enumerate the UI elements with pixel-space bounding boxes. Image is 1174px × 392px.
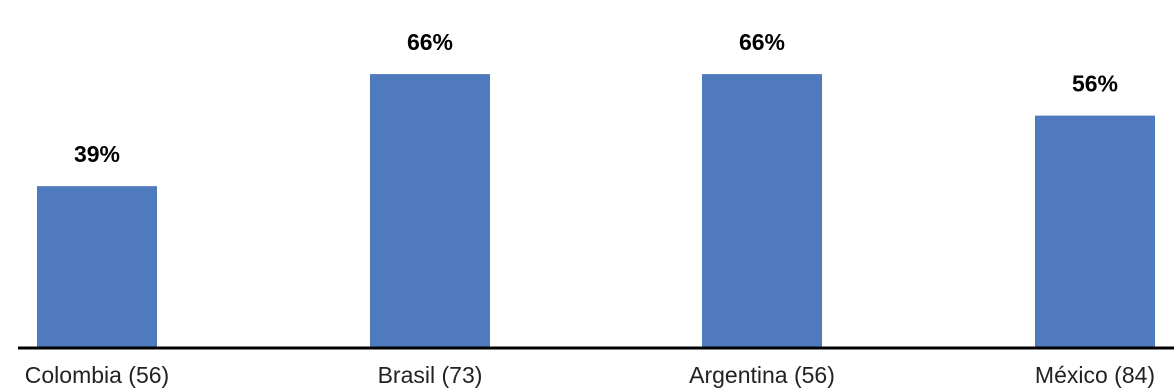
bars-group <box>37 74 1155 348</box>
value-label-4: 56% <box>1072 71 1118 97</box>
category-labels-group: Colombia (56) Brasil (73) Argentina (56) Mé… <box>25 362 1155 388</box>
bar-3 <box>702 74 822 348</box>
bar-1 <box>37 186 157 348</box>
value-label-1: 39% <box>74 141 120 167</box>
category-label-2: Brasil (73) <box>378 362 483 388</box>
bar-4 <box>1035 115 1155 348</box>
category-label-1: Colombia (56) <box>25 362 169 388</box>
value-label-3: 66% <box>739 29 785 55</box>
value-labels-group: 39% 66% 66% 56% <box>74 29 1118 167</box>
category-label-3: Argentina (56) <box>689 362 835 388</box>
value-label-2: 66% <box>407 29 453 55</box>
category-label-4: México (84) <box>1035 362 1155 388</box>
bar-2 <box>370 74 490 348</box>
